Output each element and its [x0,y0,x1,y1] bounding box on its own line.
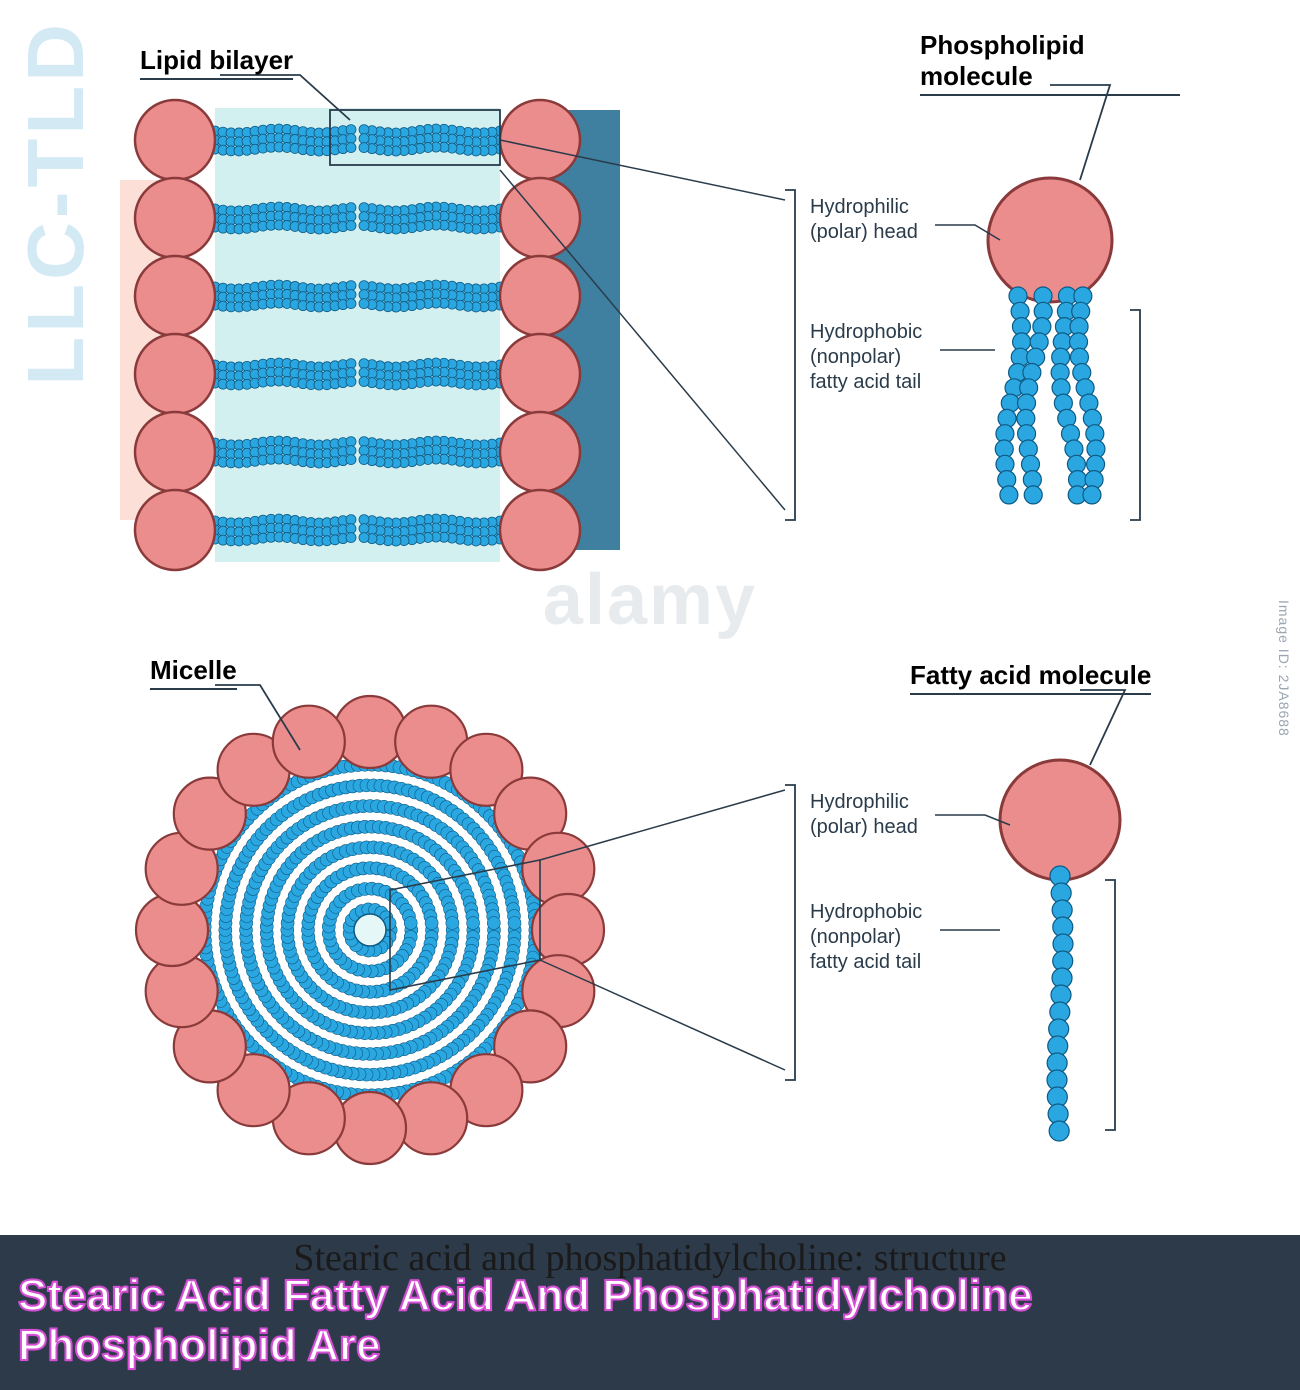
phospholipid-tail-label: Hydrophobic (nonpolar) fatty acid tail [810,320,922,395]
stock-id-text: Image ID: 2JA8688 [1276,600,1292,737]
bilayer-title: Lipid bilayer [140,45,293,80]
micelle-title: Micelle [150,655,237,690]
fatty-title: Fatty acid molecule [910,660,1151,695]
phospholipid-head-label: Hydrophilic (polar) head [810,195,918,245]
diagram-svg [40,30,1260,1230]
overlay-title: Stearic Acid Fatty Acid And Phosphatidyl… [18,1271,1033,1372]
phospholipid-title: Phospholipid molecule [920,30,1180,96]
diagram-container: Lipid bilayer Phospholipid molecule Mice… [40,30,1260,1230]
fatty-head-label: Hydrophilic (polar) head [810,790,918,840]
fatty-tail-label: Hydrophobic (nonpolar) fatty acid tail [810,900,922,975]
